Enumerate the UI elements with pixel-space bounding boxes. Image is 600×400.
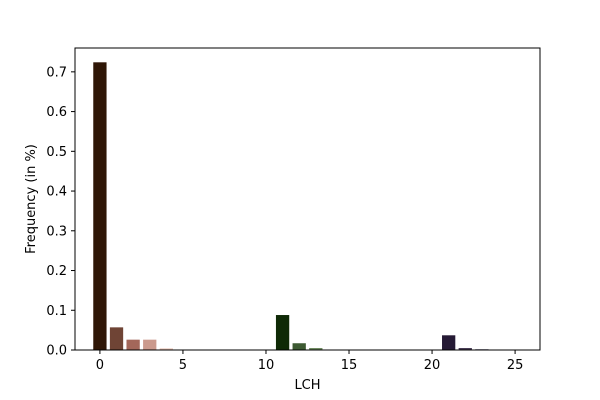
bar-4 [159, 348, 173, 350]
x-tick-label: 10 [258, 358, 275, 373]
bar-1 [109, 327, 124, 350]
bar-2 [126, 339, 140, 350]
bar-13 [309, 348, 323, 350]
y-axis-label: Frequency (in %) [24, 144, 39, 254]
bar-0 [93, 62, 107, 350]
x-tick-label: 15 [341, 358, 358, 373]
y-tick-label: 0.7 [46, 65, 67, 80]
x-tick-label: 0 [96, 358, 104, 373]
y-axis-ticks: 0.0 0.1 0.2 0.3 0.4 0.5 0.6 0.7 [46, 65, 75, 359]
plot-frame [74, 47, 541, 351]
y-tick-label: 0.5 [46, 145, 67, 160]
x-tick-label: 5 [179, 358, 187, 373]
x-axis-label: LCH [294, 378, 320, 393]
y-tick-label: 0.1 [46, 304, 67, 319]
bar-12 [292, 343, 306, 350]
bar-22 [458, 348, 472, 350]
x-tick-label: 20 [424, 358, 441, 373]
x-axis-ticks: 0 5 10 15 20 25 [96, 350, 524, 373]
bar-21 [442, 335, 456, 350]
bars-group [93, 62, 522, 350]
y-tick-label: 0.0 [46, 344, 67, 359]
bar-11 [275, 315, 290, 350]
bar-3 [143, 339, 157, 350]
x-tick-label: 25 [507, 358, 524, 373]
y-tick-label: 0.4 [46, 185, 67, 200]
y-tick-label: 0.6 [46, 105, 67, 120]
y-tick-label: 0.2 [46, 264, 67, 279]
y-tick-label: 0.3 [46, 224, 67, 239]
